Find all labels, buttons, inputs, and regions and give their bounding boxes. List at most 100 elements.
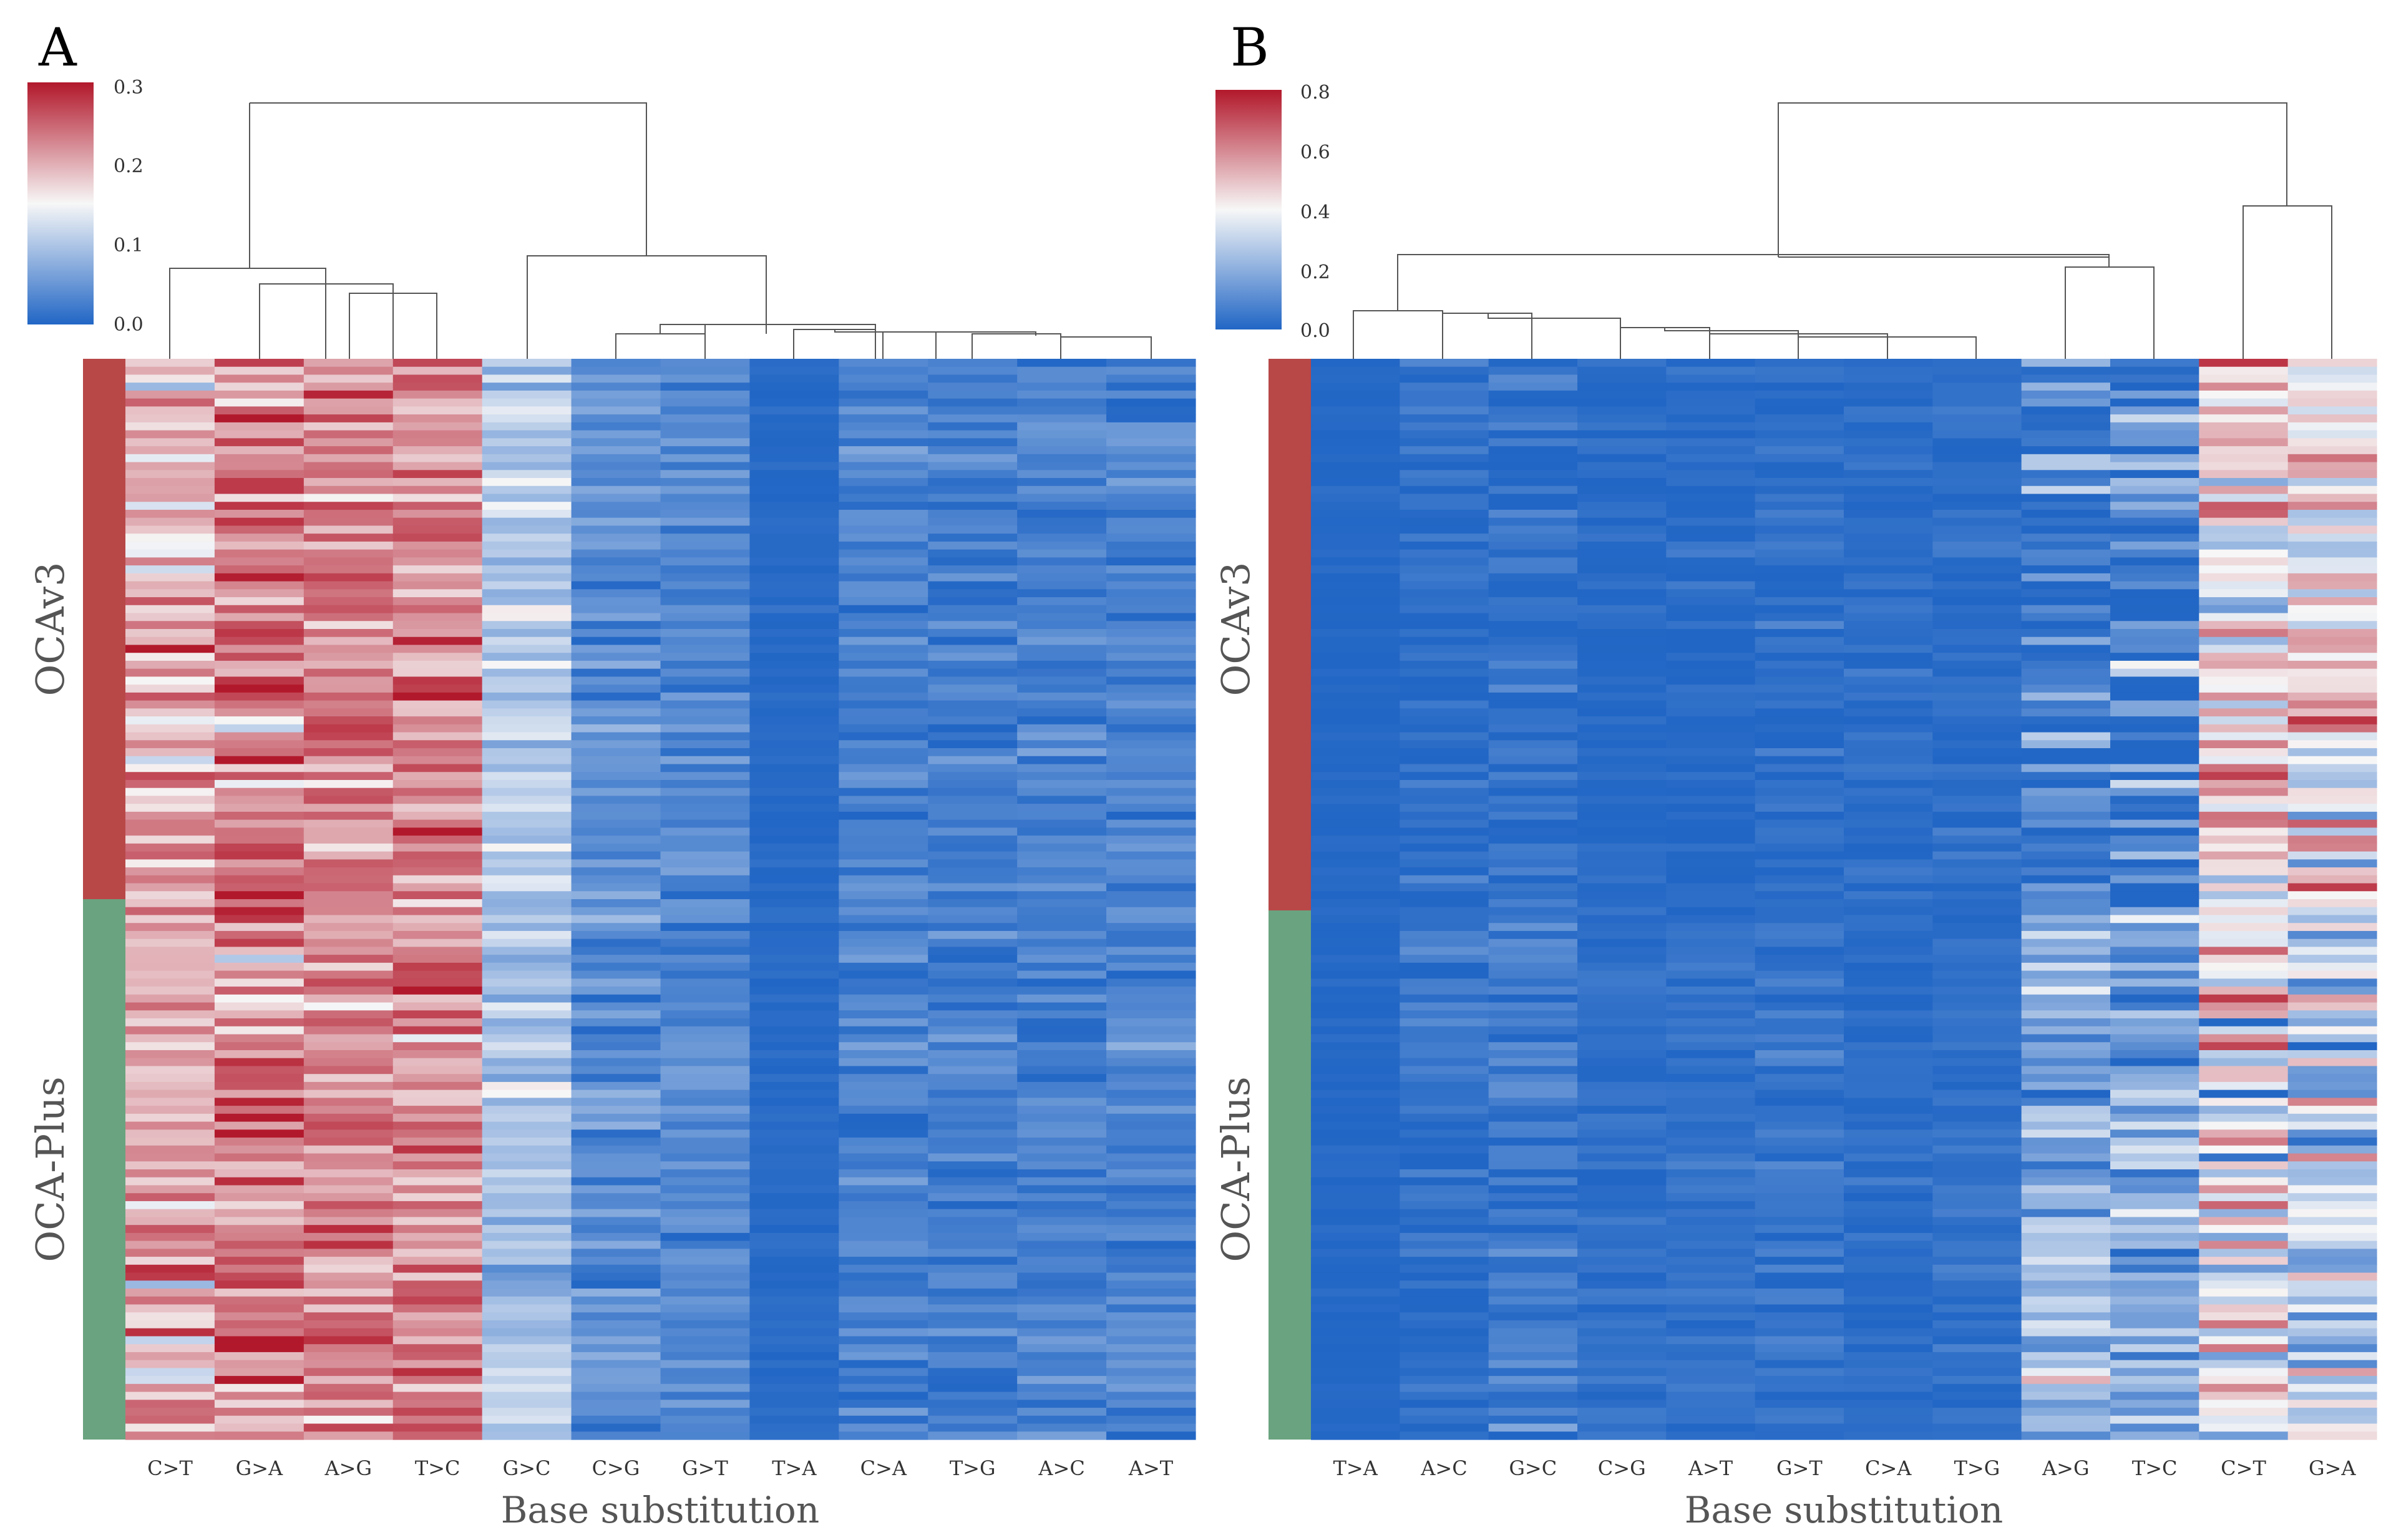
heatmap-cell — [2287, 938, 2377, 948]
heatmap-cell — [2287, 1376, 2377, 1385]
heatmap-cell — [749, 485, 839, 495]
heatmap-cell — [482, 541, 572, 550]
heatmap-cell — [839, 923, 928, 932]
heatmap-cell — [2199, 1289, 2289, 1297]
heatmap-cell — [1577, 390, 1667, 399]
heatmap-cell — [1017, 851, 1107, 860]
heatmap-cell — [2110, 994, 2199, 1003]
heatmap-cell — [1577, 366, 1667, 376]
heatmap-cell — [1755, 1185, 1844, 1194]
heatmap-cell — [749, 1249, 839, 1257]
heatmap-cell — [1577, 1423, 1667, 1432]
heatmap-cell — [125, 1169, 215, 1178]
heatmap-cell — [1755, 645, 1844, 653]
heatmap-cell — [660, 1225, 751, 1234]
heatmap-cell — [2287, 748, 2377, 757]
heatmap-cell — [1311, 390, 1400, 399]
heatmap-cell — [1400, 1193, 1489, 1202]
heatmap-cell — [2110, 836, 2199, 844]
heatmap-cell — [303, 970, 394, 979]
heatmap-cell — [660, 1074, 751, 1083]
heatmap-cell — [303, 955, 394, 963]
heatmap-cell — [1755, 1138, 1844, 1146]
heatmap-cell — [1400, 660, 1489, 670]
heatmap-cell — [125, 899, 215, 908]
heatmap-cell — [392, 764, 483, 772]
heatmap-cell — [928, 955, 1018, 963]
heatmap-cell — [125, 827, 215, 836]
heatmap-cell — [125, 645, 215, 653]
heatmap-cell — [1755, 1113, 1844, 1123]
heatmap-cell — [2110, 414, 2199, 423]
heatmap-cell — [1488, 1376, 1578, 1385]
heatmap-cell — [2110, 1272, 2199, 1281]
heatmap-cell — [392, 517, 483, 527]
heatmap-cell — [1755, 1209, 1844, 1218]
heatmap-cell — [1577, 1050, 1667, 1059]
heatmap-cell — [749, 1240, 839, 1249]
heatmap-cell — [839, 764, 928, 772]
heatmap-cell — [2021, 597, 2111, 606]
heatmap-cell — [1400, 430, 1489, 439]
heatmap-cell — [482, 1296, 572, 1305]
heatmap-cell — [392, 366, 483, 376]
heatmap-cell — [571, 994, 661, 1003]
heatmap-cell — [2199, 1106, 2289, 1114]
heatmap-cell — [214, 970, 304, 979]
heatmap-cell — [1666, 1129, 1756, 1138]
heatmap-cell — [1400, 692, 1489, 701]
heatmap-cell — [1106, 446, 1196, 455]
dendrogram-a-link — [250, 102, 647, 256]
heatmap-cell — [1017, 1209, 1107, 1218]
heatmap-cell — [660, 653, 751, 661]
heatmap-cell — [749, 685, 839, 693]
heatmap-cell — [1106, 899, 1196, 908]
heatmap-cell — [660, 724, 751, 733]
heatmap-cell — [214, 1320, 304, 1329]
heatmap-cell — [303, 517, 394, 527]
heatmap-cell — [2199, 1161, 2289, 1170]
heatmap-cell — [928, 1225, 1018, 1234]
heatmap-cell — [482, 1360, 572, 1368]
heatmap-cell — [1577, 1336, 1667, 1345]
heatmap-cell — [1844, 836, 1933, 844]
heatmap-cell — [1755, 1368, 1844, 1377]
heatmap-cell — [1844, 987, 1933, 995]
heatmap-cell — [1755, 494, 1844, 502]
heatmap-cell — [571, 708, 661, 717]
heatmap-cell — [392, 660, 483, 670]
heatmap-cell — [571, 366, 661, 376]
heatmap-cell — [1488, 1113, 1578, 1123]
heatmap-cell — [1932, 534, 2022, 542]
heatmap-cell — [392, 1177, 483, 1186]
heatmap-cell — [1755, 485, 1844, 495]
heatmap-cell — [928, 621, 1018, 630]
heatmap-cell — [482, 1018, 572, 1027]
heatmap-cell — [571, 1074, 661, 1083]
heatmap-cell — [1844, 1336, 1933, 1345]
heatmap-cell — [928, 708, 1018, 717]
heatmap-cell — [1666, 891, 1756, 900]
heatmap-cell — [928, 1081, 1018, 1091]
heatmap-cell — [1844, 796, 1933, 804]
heatmap-cell — [749, 748, 839, 757]
heatmap-cell — [571, 374, 661, 383]
heatmap-cell — [1755, 383, 1844, 391]
heatmap-cell — [1666, 470, 1756, 479]
heatmap-cell — [1400, 1280, 1489, 1289]
heatmap-cell — [2287, 1289, 2377, 1297]
heatmap-cell — [1932, 779, 2022, 789]
heatmap-cell — [482, 1383, 572, 1393]
heatmap-cell — [1017, 1304, 1107, 1313]
heatmap-cell — [125, 629, 215, 638]
heatmap-cell — [1106, 557, 1196, 566]
heatmap-cell — [2110, 1423, 2199, 1432]
heatmap-cell — [928, 1042, 1018, 1051]
heatmap-cell — [2021, 565, 2111, 574]
heatmap-cell — [2110, 676, 2199, 685]
heatmap-cell — [928, 565, 1018, 574]
heatmap-cell — [1577, 1201, 1667, 1210]
heatmap-cell — [1666, 1034, 1756, 1043]
heatmap-cell — [1488, 502, 1578, 510]
heatmap-cell — [1932, 1177, 2022, 1186]
